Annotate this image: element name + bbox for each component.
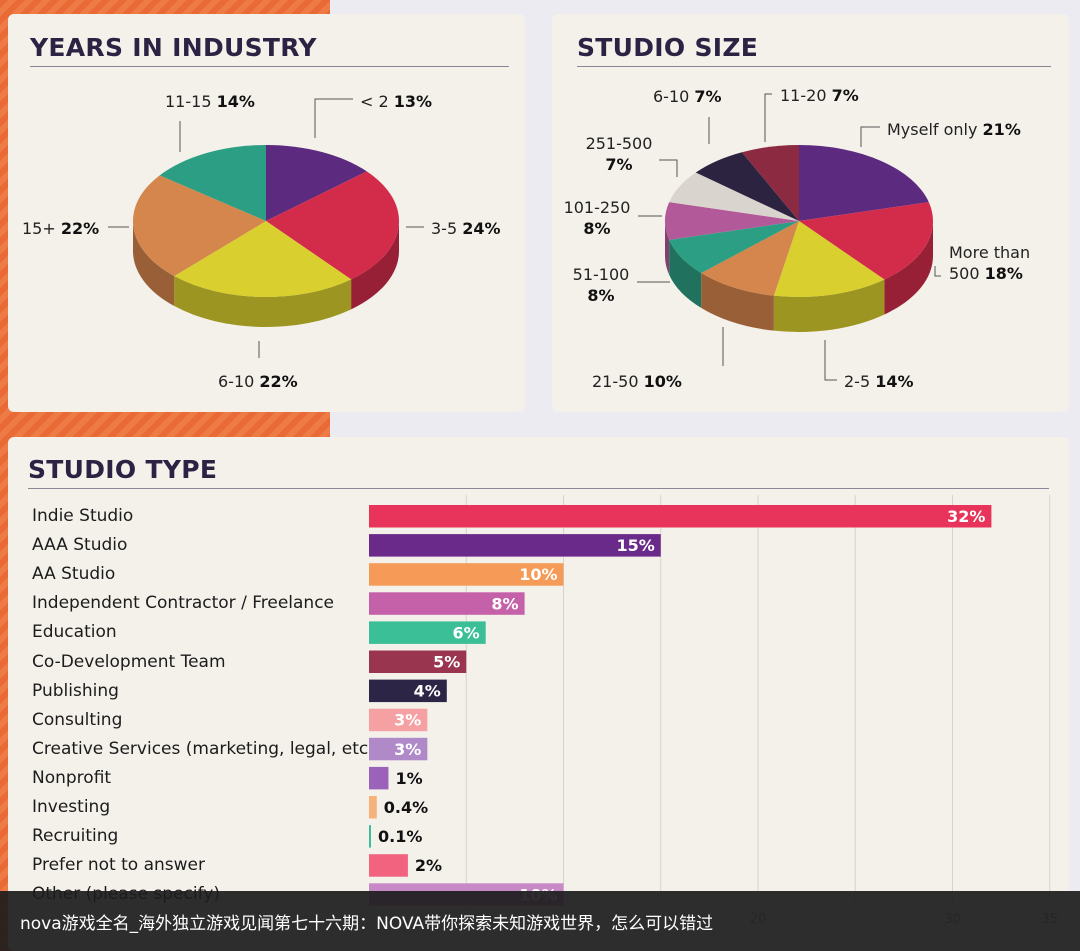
bar-value-aa-studio: 10% (519, 565, 557, 584)
bar-independent-contractor-freelance (369, 592, 525, 615)
bar-indie-studio (369, 505, 992, 528)
size-slice-21-50 (701, 221, 799, 296)
bar-label-investing: Investing (32, 797, 111, 817)
size-pct-251-500: 7% (605, 155, 632, 174)
bar-value-aaa-studio: 15% (616, 536, 654, 555)
studio-type-bar-chart: 32%15%10%8%6%5%4%3%3%1%0.4%0.1%2%10%2030… (369, 495, 1058, 927)
size-side-21-50 (701, 273, 774, 331)
years-slice-15 (133, 175, 266, 277)
years-label-6-10: 6-10 22% (218, 372, 298, 391)
size-label-21-50: 21-50 10% (592, 372, 682, 391)
bar-label-aa-studio: AA Studio (32, 564, 116, 585)
size-leader-251-500 (659, 159, 678, 177)
studio-type-title: STUDIO TYPE (28, 455, 218, 484)
bar-value-co-development-team: 5% (433, 653, 460, 672)
size-slice-101-250 (665, 202, 799, 240)
size-side-2-5 (773, 279, 885, 332)
size-side-101-250 (665, 221, 670, 275)
bar-label-nonprofit: Nonprofit (32, 767, 112, 788)
bar-nonprofit (369, 766, 389, 790)
size-slice-2-5 (773, 221, 885, 297)
bar-recruiting (369, 825, 371, 848)
bar-label-creative-services-marketing-legal-etc: Creative Services (marketing, legal, etc… (32, 738, 381, 759)
years-slice-6-10 (174, 221, 352, 297)
bar-label-indie-studio: Indie Studio (32, 506, 134, 526)
bar-value-publishing: 4% (414, 682, 441, 701)
bar-value-indie-studio: 32% (947, 507, 985, 526)
size-leader-2-5 (824, 340, 837, 381)
bar-label-aaa-studio: AAA Studio (32, 535, 128, 556)
years-title-rule (30, 66, 509, 67)
years-side-6-10 (174, 276, 352, 327)
bar-value-nonprofit: 1% (395, 769, 422, 788)
size-label-51-100: 51-100 (573, 265, 630, 284)
size-label-11-20: 11-20 7% (780, 86, 859, 105)
size-slice-myself-only (799, 145, 929, 221)
years-slice-3-5 (266, 171, 399, 280)
size-slice-11-20 (741, 145, 799, 221)
years-title: YEARS IN INDUSTRY (30, 33, 317, 62)
bar-value-consulting: 3% (394, 711, 421, 730)
panel-years-in-industry: YEARS IN INDUSTRY < 2 13% 3-5 24% 6-10 22%… (8, 14, 525, 412)
years-slice-11-15 (159, 145, 266, 221)
bar-education (369, 621, 486, 644)
size-label-more-than-500: More than (949, 243, 1030, 262)
years-side-3-5 (351, 221, 399, 310)
bar-investing (369, 796, 377, 819)
years-pie-chart: < 2 13% 3-5 24% 6-10 22% 15+ 22% 11-15 14% (22, 92, 501, 391)
studio-size-pie-chart: Myself only 21% More than 500 18% 2-5 14% 21… (564, 86, 1031, 391)
size-label-more-than-500-line2: 500 18% (949, 264, 1023, 283)
bar-label-co-development-team: Co-Development Team (32, 651, 226, 672)
size-slice-251-500 (669, 172, 799, 221)
size-label-2-5: 2-5 14% (844, 372, 914, 391)
bar-value-independent-contractor-freelance: 8% (491, 594, 518, 613)
bar-creative-services-marketing-legal-etc (369, 737, 428, 761)
size-slice-51-100 (669, 221, 799, 274)
bar-value-education: 6% (453, 623, 480, 642)
bar-aaa-studio (369, 534, 661, 557)
bar-label-prefer-not-to-answer: Prefer not to answer (32, 855, 205, 876)
size-label-101-250: 101-250 (564, 198, 631, 217)
size-leader-myself-only (860, 126, 880, 147)
bar-co-development-team (369, 650, 467, 673)
size-side-51-100 (669, 239, 702, 309)
size-side-more-than-500 (884, 221, 933, 315)
bar-label-publishing: Publishing (32, 680, 119, 701)
caption-text: nova游戏全名_海外独立游戏见闻第七十六期：NOVA带你探索未知游戏世界，怎么… (20, 914, 714, 934)
bar-value-creative-services-marketing-legal-etc: 3% (394, 740, 421, 759)
bar-prefer-not-to-answer (369, 854, 408, 877)
years-label-3-5: 3-5 24% (431, 219, 501, 238)
years-label-11-15: 11-15 14% (165, 92, 255, 111)
bar-label-recruiting: Recruiting (32, 826, 119, 847)
bar-value-prefer-not-to-answer: 2% (415, 856, 442, 875)
years-side-15 (133, 221, 175, 307)
bar-value-recruiting: 0.1% (378, 827, 422, 846)
years-label-15plus: 15+ 22% (22, 219, 99, 238)
size-label-myself-only: Myself only 21% (887, 120, 1021, 139)
size-label-6-10: 6-10 7% (653, 87, 722, 106)
panel-studio-size: STUDIO SIZE Myself only 21% More than 500 … (552, 14, 1069, 412)
size-slice-more-than-500 (799, 202, 933, 280)
bar-value-investing: 0.4% (384, 798, 428, 817)
size-label-251-500: 251-500 (586, 134, 653, 153)
bar-label-independent-contractor-freelance: Independent Contractor / Freelance (32, 593, 335, 614)
studio-size-title-rule (577, 66, 1051, 67)
bar-consulting (369, 708, 428, 732)
studio-type-title-rule (28, 488, 1049, 489)
size-slice-6-10 (695, 152, 799, 221)
years-label-lt2: < 2 13% (360, 92, 432, 111)
caption-overlay: nova游戏全名_海外独立游戏见闻第七十六期：NOVA带你探索未知游戏世界，怎么… (0, 891, 1080, 951)
years-slice-2 (266, 145, 367, 221)
bar-label-consulting: Consulting (32, 709, 123, 730)
size-pct-101-250: 8% (583, 219, 610, 238)
size-pct-51-100: 8% (587, 286, 614, 305)
studio-size-title: STUDIO SIZE (577, 33, 759, 62)
years-leader-lt2 (314, 98, 353, 138)
size-leader-more-than-500 (934, 266, 941, 277)
bar-aa-studio (369, 563, 564, 586)
panel-studio-type: STUDIO TYPE Indie Studio AAA Studio AA Stu… (8, 437, 1069, 951)
bar-publishing (369, 679, 447, 703)
bar-label-education: Education (32, 622, 117, 643)
size-leader-11-20 (764, 93, 772, 142)
